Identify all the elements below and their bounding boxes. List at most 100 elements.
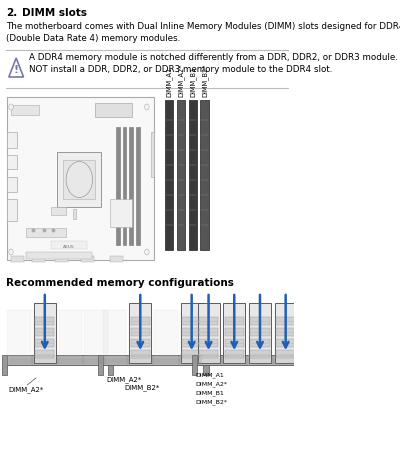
Bar (200, 100, 208, 250)
Text: 2.: 2. (6, 8, 17, 18)
Bar (225, 339, 244, 347)
Bar (177, 100, 185, 250)
Bar (276, 350, 295, 358)
Bar (199, 350, 218, 358)
Text: !: ! (14, 65, 19, 75)
Bar (250, 328, 270, 336)
Bar (32, 256, 45, 262)
Bar (199, 339, 218, 347)
Bar (7, 177, 17, 192)
Bar (182, 317, 201, 325)
Bar (96, 103, 132, 117)
Bar (276, 317, 295, 325)
Bar (103, 355, 204, 365)
Bar (181, 303, 203, 363)
Text: DIMM_A2*: DIMM_A2* (106, 376, 142, 383)
Bar (131, 328, 150, 336)
Bar (59, 310, 82, 365)
Bar (182, 339, 201, 347)
Bar (128, 310, 152, 365)
Bar (7, 132, 17, 148)
Text: DIMM_A1: DIMM_A1 (195, 372, 224, 378)
Bar (197, 310, 220, 365)
Bar (84, 310, 108, 365)
Bar (33, 310, 56, 365)
Bar (63, 160, 96, 199)
Bar (182, 350, 201, 358)
Circle shape (145, 249, 149, 255)
Bar (131, 317, 150, 325)
Bar (129, 303, 151, 363)
Bar (123, 127, 126, 245)
Bar (7, 355, 108, 365)
Bar (250, 339, 270, 347)
Bar (7, 310, 31, 365)
Bar (222, 310, 246, 365)
Bar (110, 199, 132, 227)
Bar (26, 252, 92, 259)
Bar (108, 355, 113, 375)
Bar (7, 97, 154, 260)
Bar (131, 339, 150, 347)
Bar (204, 355, 208, 375)
Bar (165, 100, 173, 250)
Bar (250, 350, 270, 358)
Bar (225, 317, 244, 325)
Bar (55, 256, 68, 262)
Bar (223, 303, 245, 363)
Bar (7, 199, 17, 221)
Bar (34, 303, 56, 363)
Bar (81, 256, 94, 262)
Bar (129, 127, 133, 245)
Bar (35, 350, 54, 358)
Bar (199, 317, 218, 325)
Bar (116, 127, 120, 245)
Bar (189, 100, 197, 250)
Bar (154, 310, 178, 365)
Bar (276, 328, 295, 336)
Bar (182, 328, 201, 336)
Bar (198, 303, 220, 363)
Bar (298, 355, 302, 375)
Bar (192, 355, 197, 375)
Bar (199, 328, 218, 336)
Text: DIMM_A2*: DIMM_A2* (9, 386, 44, 393)
Bar (150, 132, 154, 177)
Bar (276, 339, 295, 347)
Circle shape (9, 249, 13, 255)
Text: A DDR4 memory module is notched differently from a DDR, DDR2, or DDR3 module. DO: A DDR4 memory module is notched differen… (29, 53, 400, 74)
Bar (26, 228, 66, 237)
Text: The motherboard comes with Dual Inline Memory Modules (DIMM) slots designed for : The motherboard comes with Dual Inline M… (6, 22, 400, 43)
Bar (35, 317, 54, 325)
Text: DIMM slots: DIMM slots (22, 8, 87, 18)
Bar (2, 355, 7, 375)
Bar (180, 310, 204, 365)
Bar (35, 328, 54, 336)
Bar (197, 355, 298, 365)
Text: DIMM_A2*: DIMM_A2* (195, 381, 227, 387)
Bar (110, 256, 123, 262)
Bar (98, 355, 103, 375)
Bar (248, 310, 272, 365)
Text: DIMM_B1: DIMM_B1 (195, 390, 224, 396)
Bar (136, 127, 140, 245)
Text: Recommended memory configurations: Recommended memory configurations (6, 278, 234, 288)
Circle shape (9, 104, 13, 110)
Text: DIMM_B2*: DIMM_B2* (195, 399, 227, 405)
Circle shape (66, 162, 92, 197)
Bar (103, 310, 126, 365)
Bar (11, 256, 24, 262)
Text: DIMM_B2*: DIMM_B2* (201, 63, 208, 97)
Bar (35, 339, 54, 347)
Text: ASUS: ASUS (63, 245, 75, 249)
Text: DIMM_B2*: DIMM_B2* (125, 384, 160, 391)
Bar (57, 152, 101, 207)
Bar (74, 209, 76, 219)
Text: DIMM_A1: DIMM_A1 (166, 67, 173, 97)
Bar (274, 310, 298, 365)
Text: DIMM_A2*: DIMM_A2* (178, 63, 184, 97)
Bar (225, 350, 244, 358)
Circle shape (145, 104, 149, 110)
Bar (225, 328, 244, 336)
Bar (275, 303, 297, 363)
